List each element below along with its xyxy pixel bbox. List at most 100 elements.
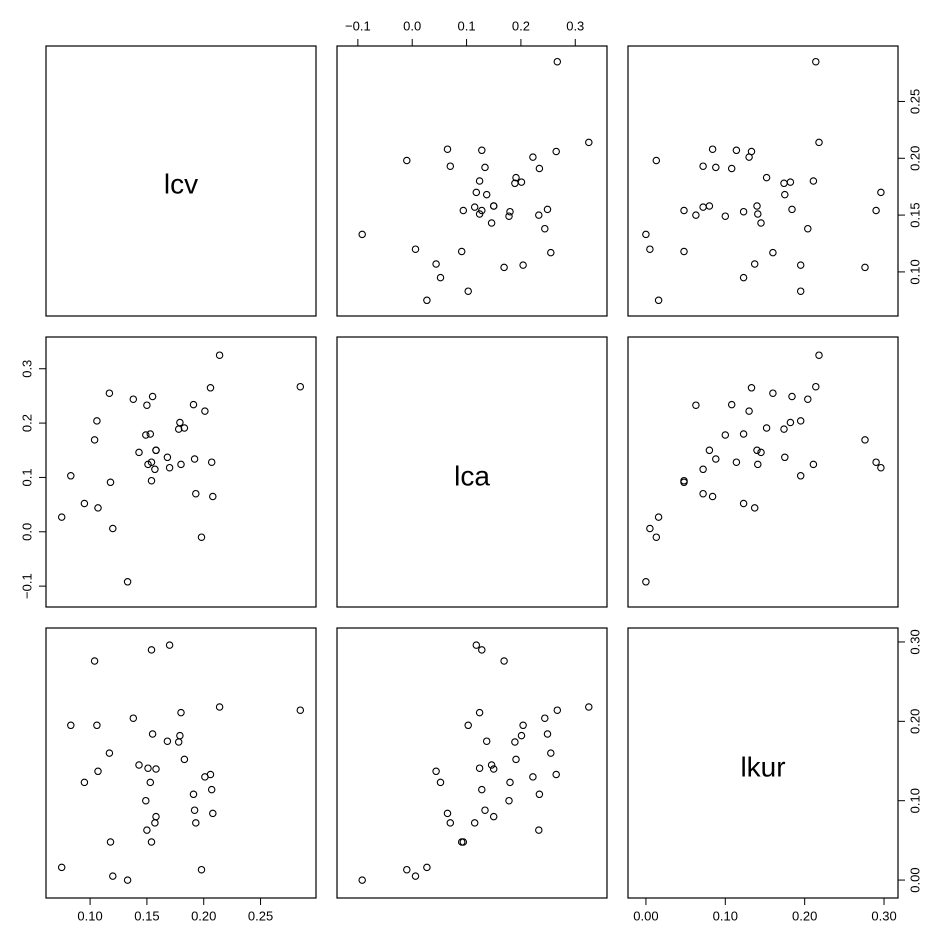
point-lca-vs-lkur-3 (861, 436, 869, 444)
panel-lkur-vs-lcv (45, 627, 317, 899)
point-lca-vs-lkur-4 (796, 417, 805, 425)
point-lcv-vs-lca-16 (478, 206, 486, 215)
point-lca-vs-lkur-32 (745, 407, 753, 415)
left-tick-label-lca-4: 0.3 (19, 360, 34, 378)
point-lca-vs-lkur-36 (815, 351, 823, 359)
point-lca-vs-lcv-34 (207, 458, 216, 466)
point-lca-vs-lkur-19 (699, 465, 707, 474)
point-lkur-vs-lca-31 (403, 865, 411, 874)
point-lcv-vs-lkur-11 (757, 219, 765, 227)
point-lkur-vs-lcv-19 (151, 819, 159, 827)
point-lcv-vs-lca-11 (487, 219, 496, 227)
point-lcv-vs-lkur-5 (750, 260, 759, 268)
point-lkur-vs-lca-32 (529, 773, 537, 781)
point-lkur-vs-lca-11 (487, 761, 496, 769)
right-tick-label-lkur-1: 0.10 (907, 788, 922, 813)
point-lkur-vs-lcv-22 (163, 737, 172, 745)
point-lcv-vs-lca-12 (505, 212, 513, 220)
point-lcv-vs-lkur-14 (754, 210, 762, 218)
point-lca-vs-lkur-35 (708, 492, 717, 501)
left-tick-label-lca-2: 0.1 (19, 468, 34, 486)
point-lcv-vs-lkur-25 (786, 178, 795, 186)
point-lca-vs-lcv-27 (180, 424, 189, 432)
point-lkur-vs-lca-22 (482, 737, 491, 745)
point-lkur-vs-lca-26 (475, 708, 484, 717)
point-lcv-vs-lkur-19 (699, 203, 707, 211)
point-lkur-vs-lcv-5 (94, 767, 102, 776)
point-lcv-vs-lca-18 (543, 205, 552, 214)
point-lkur-vs-lcv-18 (148, 730, 157, 738)
point-lca-vs-lcv-36 (215, 351, 224, 359)
point-lkur-vs-lcv-21 (152, 812, 160, 821)
point-lkur-vs-lca-30 (446, 819, 455, 827)
point-lkur-vs-lcv-28 (189, 790, 198, 799)
point-lkur-vs-lcv-24 (174, 738, 183, 746)
point-lcv-vs-lkur-18 (788, 205, 796, 214)
point-lcv-vs-lca-4 (519, 261, 527, 269)
point-lcv-vs-lca-10 (541, 224, 549, 233)
point-lca-vs-lcv-1 (67, 472, 75, 480)
point-lca-vs-lcv-10 (129, 395, 138, 403)
point-lkur-vs-lcv-14 (144, 764, 152, 772)
point-lca-vs-lcv-32 (201, 407, 209, 415)
point-lcv-vs-lkur-33 (747, 147, 756, 156)
point-lcv-vs-lca-37 (553, 57, 562, 66)
point-lkur-vs-lca-23 (472, 641, 481, 649)
point-lkur-vs-lca-6 (547, 749, 555, 757)
point-lca-vs-lkur-13 (692, 401, 700, 409)
diagonal-label-lcv: lcv (164, 168, 198, 199)
right-tick-label-lkur-0: 0.00 (907, 867, 922, 892)
point-lcv-vs-lca-33 (552, 147, 560, 156)
point-lcv-vs-lkur-36 (815, 138, 823, 147)
point-lcv-vs-lca-17 (459, 206, 468, 215)
left-tick-label-lca-0: −0.1 (19, 573, 34, 599)
point-lcv-vs-lca-28 (535, 164, 544, 173)
point-lkur-vs-lcv-17 (147, 838, 156, 846)
point-lca-vs-lcv-7 (106, 478, 115, 487)
point-lcv-vs-lca-23 (472, 188, 481, 197)
point-lca-vs-lcv-13 (143, 401, 151, 409)
panel-lca-vs-lca (336, 336, 608, 608)
point-lcv-vs-lkur-16 (872, 206, 880, 215)
point-lca-vs-lcv-6 (105, 389, 114, 397)
point-lkur-vs-lca-10 (541, 714, 549, 722)
point-lkur-vs-lca-13 (535, 826, 543, 834)
point-lcv-vs-lkur-26 (809, 177, 818, 185)
point-lcv-vs-lkur-12 (721, 212, 730, 220)
point-lcv-vs-lkur-29 (712, 163, 720, 172)
point-lca-vs-lkur-23 (877, 463, 885, 472)
point-lkur-vs-lcv-16 (147, 646, 156, 654)
right-tick-label-lcv-1: 0.15 (907, 202, 922, 227)
point-lcv-vs-lca-25 (517, 178, 526, 186)
point-lcv-vs-lca-26 (475, 177, 484, 185)
point-lca-vs-lkur-17 (680, 476, 688, 485)
bottom-tick-label-lcv-3: 0.25 (248, 908, 273, 923)
point-lca-vs-lcv-17 (147, 476, 156, 485)
point-lcv-vs-lkur-6 (769, 248, 777, 257)
point-lkur-vs-lcv-6 (105, 749, 114, 757)
point-lcv-vs-lkur-10 (804, 224, 812, 233)
point-lcv-vs-lkur-17 (680, 206, 688, 215)
point-lca-vs-lkur-21 (705, 446, 714, 455)
panel-lca-vs-lkur (627, 336, 899, 608)
point-lcv-vs-lkur-8 (646, 245, 654, 253)
point-lkur-vs-lcv-33 (206, 770, 215, 779)
point-lca-vs-lcv-5 (94, 504, 102, 512)
point-lcv-vs-lca-22 (482, 190, 491, 199)
point-lcv-vs-lkur-0 (654, 296, 663, 305)
point-lca-vs-lcv-15 (146, 430, 155, 438)
point-lkur-vs-lcv-10 (129, 714, 138, 722)
point-lkur-vs-lcv-15 (146, 778, 155, 787)
point-lkur-vs-lca-19 (470, 819, 479, 827)
point-lca-vs-lkur-16 (872, 458, 880, 466)
point-lca-vs-lkur-22 (781, 453, 789, 462)
point-lkur-vs-lca-9 (358, 876, 366, 884)
bottom-tick-label-lcv-2: 0.20 (191, 908, 216, 923)
point-lkur-vs-lca-1 (464, 721, 472, 730)
point-lkur-vs-lca-28 (535, 790, 544, 799)
bottom-tick-label-lkur-0: 0.00 (633, 908, 658, 923)
point-lcv-vs-lkur-7 (680, 247, 688, 256)
point-lca-vs-lcv-21 (152, 446, 160, 455)
point-lkur-vs-lca-24 (511, 738, 519, 746)
point-lca-vs-lcv-30 (192, 489, 200, 498)
